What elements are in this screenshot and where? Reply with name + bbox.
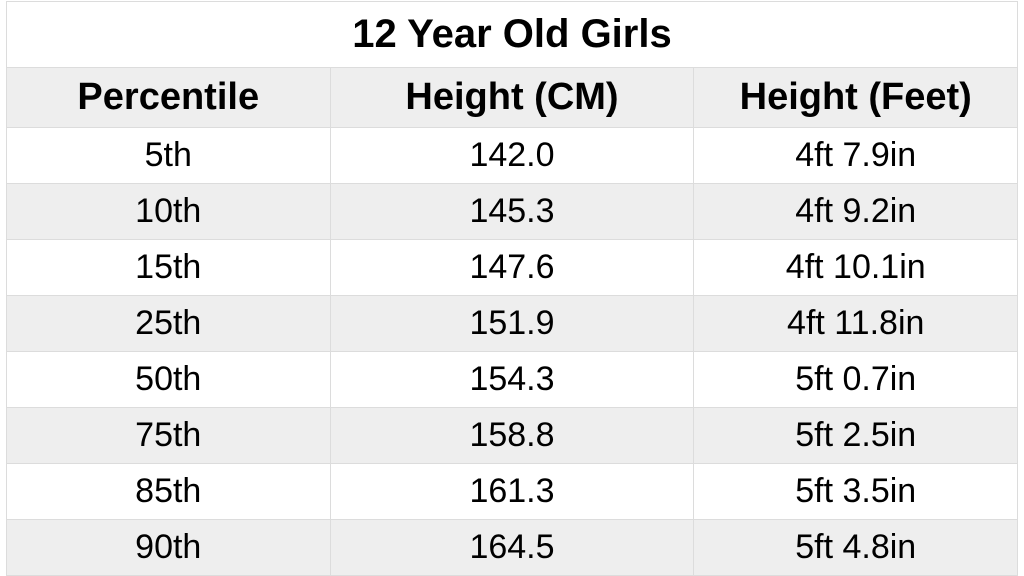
table-row: 85th 161.3 5ft 3.5in bbox=[7, 463, 1018, 519]
percentile-value: 90th bbox=[7, 519, 331, 575]
percentile-value: 10th bbox=[7, 183, 331, 239]
title-row: 12 Year Old Girls bbox=[7, 1, 1018, 67]
data-table: 12 Year Old Girls Percentile Height (CM)… bbox=[6, 1, 1018, 576]
table-row: 5th 142.0 4ft 7.9in bbox=[7, 127, 1018, 183]
height-ft-value: 5ft 0.7in bbox=[694, 351, 1018, 407]
height-cm-value: 147.6 bbox=[330, 239, 694, 295]
percentile-value: 5th bbox=[7, 127, 331, 183]
height-cm-value: 164.5 bbox=[330, 519, 694, 575]
table-row: 15th 147.6 4ft 10.1in bbox=[7, 239, 1018, 295]
height-cm-value: 142.0 bbox=[330, 127, 694, 183]
height-cm-value: 151.9 bbox=[330, 295, 694, 351]
height-ft-value: 4ft 11.8in bbox=[694, 295, 1018, 351]
height-cm-value: 158.8 bbox=[330, 407, 694, 463]
table-row: 90th 164.5 5ft 4.8in bbox=[7, 519, 1018, 575]
percentile-value: 25th bbox=[7, 295, 331, 351]
header-row: Percentile Height (CM) Height (Feet) bbox=[7, 67, 1018, 127]
table-title: 12 Year Old Girls bbox=[7, 1, 1018, 67]
col-height-feet: Height (Feet) bbox=[694, 67, 1018, 127]
height-ft-value: 4ft 7.9in bbox=[694, 127, 1018, 183]
percentile-value: 85th bbox=[7, 463, 331, 519]
height-ft-value: 4ft 9.2in bbox=[694, 183, 1018, 239]
table-row: 10th 145.3 4ft 9.2in bbox=[7, 183, 1018, 239]
height-cm-value: 154.3 bbox=[330, 351, 694, 407]
height-percentile-table: 12 Year Old Girls Percentile Height (CM)… bbox=[6, 1, 1018, 576]
height-cm-value: 161.3 bbox=[330, 463, 694, 519]
percentile-value: 15th bbox=[7, 239, 331, 295]
height-cm-value: 145.3 bbox=[330, 183, 694, 239]
percentile-value: 75th bbox=[7, 407, 331, 463]
col-height-cm: Height (CM) bbox=[330, 67, 694, 127]
table-row: 75th 158.8 5ft 2.5in bbox=[7, 407, 1018, 463]
height-ft-value: 5ft 2.5in bbox=[694, 407, 1018, 463]
col-percentile: Percentile bbox=[7, 67, 331, 127]
table-row: 25th 151.9 4ft 11.8in bbox=[7, 295, 1018, 351]
percentile-value: 50th bbox=[7, 351, 331, 407]
height-ft-value: 5ft 4.8in bbox=[694, 519, 1018, 575]
table-row: 50th 154.3 5ft 0.7in bbox=[7, 351, 1018, 407]
height-ft-value: 4ft 10.1in bbox=[694, 239, 1018, 295]
height-ft-value: 5ft 3.5in bbox=[694, 463, 1018, 519]
